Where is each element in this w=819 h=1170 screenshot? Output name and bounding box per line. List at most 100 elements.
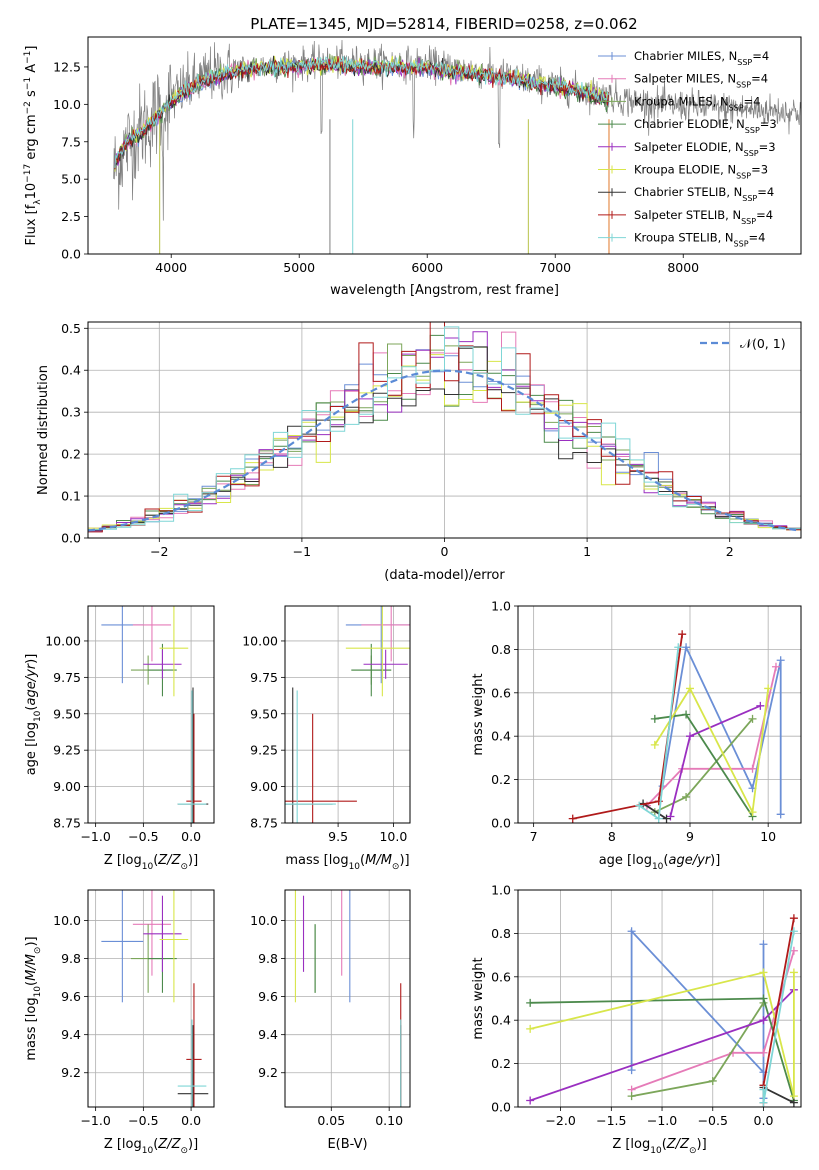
y-tick-label: 9.00 [53,779,81,794]
x-axis-label-part: ( [360,853,365,868]
x-tick-label: 10.0 [379,829,407,844]
legend-label: Salpeter STELIB, NSSP=4 [634,208,773,226]
legend-label: Chabrier ELODIE, NSSP=3 [634,117,777,135]
x-tick-label: 0.0 [181,1113,201,1128]
y-axis-label-part: age/yr [24,662,39,705]
x-tick-label: −1.0 [647,1113,677,1128]
x-axis-label: Z [log10(Z/Z⊙)] [104,1137,198,1156]
x-tick-label: 2 [726,544,734,559]
y-axis-label: Flux [fλ10−17 erg cm−2 s−1 A−1] [23,46,43,246]
y-tick-label: 9.50 [250,706,278,721]
x-axis-label-part: Z/Z [157,853,181,868]
x-axis-label-part: 10 [652,862,664,872]
x-axis-label-part: 10 [650,1146,662,1156]
axes-frame [517,605,802,824]
weight-marker [789,1098,798,1107]
x-axis-label-part: Z/Z [666,1137,690,1152]
x-tick-label: −1 [293,544,311,559]
y-tick-label: 2.5 [61,209,81,224]
y-tick-label: 0.3 [61,405,81,420]
weight-marker [526,998,535,1007]
y-axis-label-part: ( [24,706,39,711]
y-axis-label-part: )] [24,654,39,664]
weight-marker [759,940,768,949]
legend-label: Salpeter ELODIE, NSSP=3 [634,140,776,158]
x-axis-label: (data-model)/error [384,568,505,583]
legend-label: Kroupa STELIB, NSSP=4 [634,231,765,249]
y-tick-label: 9.50 [53,706,81,721]
weight-marker [776,656,785,665]
legend-label-count: =4 [757,185,774,199]
y-tick-label: 7.5 [61,134,81,149]
y-tick-label: 0.0 [491,816,511,831]
plot-area [568,630,785,823]
plot-area [101,606,209,823]
axes-frame [87,321,802,539]
legend-label-name: Chabrier MILES, N [634,49,737,63]
legend-label-sub: SSP [742,194,757,203]
x-axis-label-part: Z [log [104,1137,142,1152]
x-axis-label: Z [log10(Z/Z⊙)] [612,1137,706,1156]
x-axis-label-part: ( [153,853,158,868]
x-tick-label: −2.0 [545,1113,575,1128]
y-tick-label: 10.0 [53,97,81,112]
legend-label-name: Kroupa STELIB, N [634,231,734,245]
weight-line [654,718,754,813]
weight-line [630,928,765,1099]
x-tick-label: −0.5 [698,1113,728,1128]
x-axis-label-part: ⊙ [180,862,188,872]
x-tick-label: 9.5 [328,829,348,844]
x-tick-label: 1 [583,544,591,559]
mass-vs-metallicity-panel: −1.0 −0.5 0.09.29.49.69.810.0Z [log10(Z/Z⊙… [24,889,215,1156]
y-tick-label: 0.0 [61,247,81,262]
x-axis-label: Z [log10(Z/Z⊙)] [104,853,198,872]
x-tick-label: 4000 [155,260,187,275]
weight-marker [756,701,765,710]
legend-label-name: Kroupa MILES, N [634,94,729,108]
x-axis-label-part: ( [153,1137,158,1152]
weight-marker [776,810,785,819]
y-tick-label: 10.00 [45,633,81,648]
y-axis-label-part: −2 [23,101,33,114]
y-tick-label: 9.25 [250,743,278,758]
weight-marker [789,927,798,936]
y-tick-label: 0.2 [491,1056,511,1071]
weight-marker [627,1066,636,1075]
legend-label-count: =3 [751,163,768,177]
axes-frame [87,889,215,1108]
plot-area [526,914,798,1107]
legend-label-sub: SSP [734,239,749,248]
figure-title: PLATE=1345, MJD=52814, FIBERID=0258, z=0… [250,15,637,33]
weight-line [642,802,667,820]
y-tick-label: 0.2 [61,447,81,462]
x-axis-label-part: ( [662,1137,667,1152]
x-axis-label-part: )] [188,853,198,868]
x-axis-label-part: )] [399,853,409,868]
x-axis-label-part: Z [log [104,853,142,868]
y-axis-label-part: ⊙ [33,947,43,955]
weight-marker [759,1085,768,1094]
y-tick-label: 5.0 [61,172,81,187]
weight-marker [662,814,671,823]
x-axis-label-part: ⊙ [689,1146,697,1156]
x-tick-label: 0.05 [317,1113,345,1128]
y-tick-label: 9.2 [61,1065,81,1080]
age-vs-metallicity-panel: −1.0 −0.5 0.0 8.75 9.00 9.25 9.50 9.75 10.00 Z [l… [24,605,215,872]
weight-marker [764,684,773,693]
y-tick-label: 9.6 [258,989,278,1004]
x-tick-label: 8 [608,829,616,844]
x-tick-label: −0.5 [128,1113,158,1128]
weight-line [763,1086,795,1104]
weight-marker [759,1098,768,1107]
y-tick-label: 1.0 [491,599,511,614]
x-tick-label: 0.10 [375,1113,403,1128]
weight-marker [635,801,644,810]
gaussian-curve [88,369,799,532]
x-axis-label-part: ( [663,853,668,868]
axes-frame [517,889,802,1108]
y-tick-label: 12.5 [53,59,81,74]
legend-label-sub: SSP [729,103,744,112]
x-axis-label-part: Z/Z [157,1137,181,1152]
weight-marker [526,1096,535,1105]
y-tick-label: 0.2 [491,772,511,787]
